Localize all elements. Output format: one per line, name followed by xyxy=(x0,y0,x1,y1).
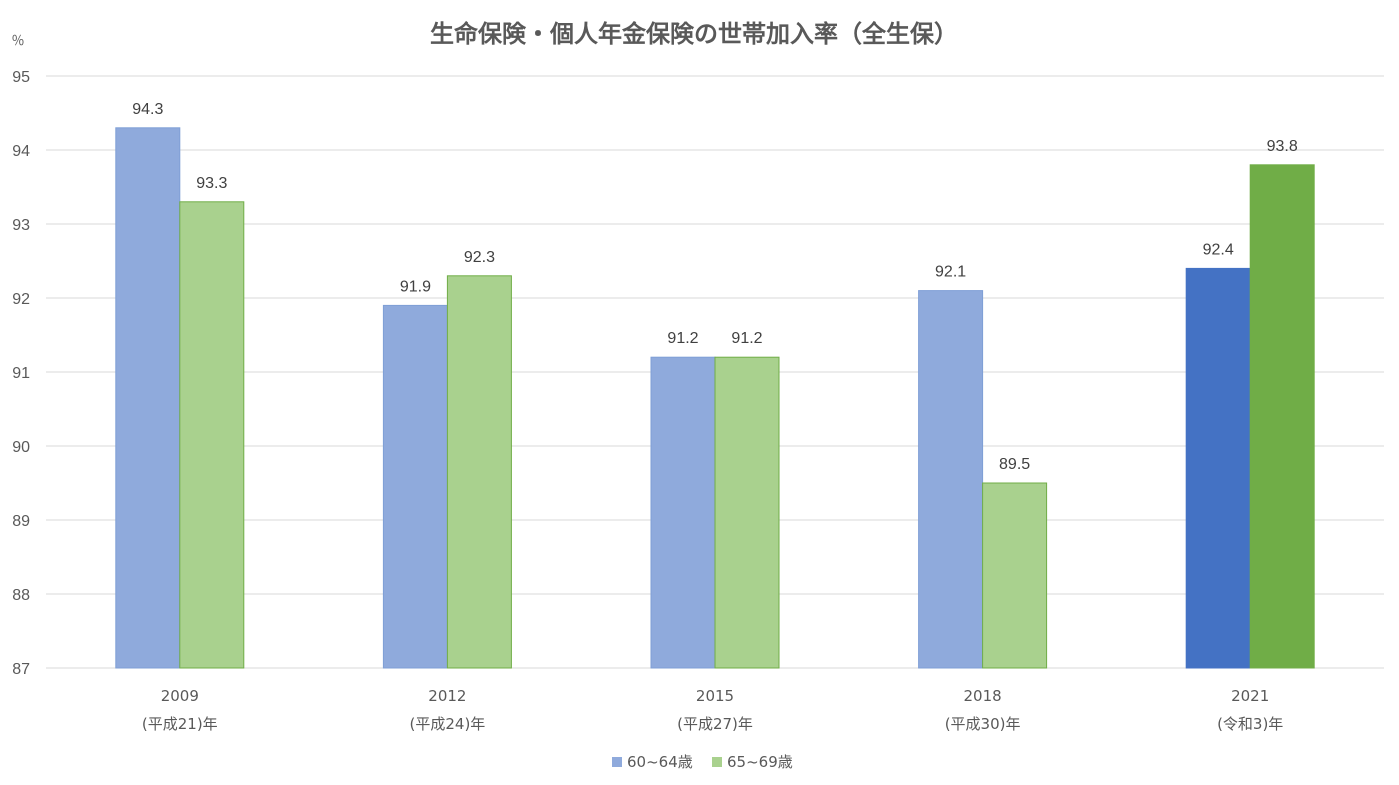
y-tick-label: 87 xyxy=(12,661,30,678)
data-label: 92.3 xyxy=(464,249,495,266)
legend-swatch xyxy=(612,757,622,767)
bar-2018-series-1 xyxy=(918,290,984,669)
x-tick-year: 2012 xyxy=(428,687,466,705)
data-label: 93.3 xyxy=(196,175,227,192)
x-tick-era: (平成24)年 xyxy=(410,715,486,733)
chart-title: 生命保険・個人年金保険の世帯加入率（全生保） xyxy=(430,20,958,48)
bar-2021-series-1 xyxy=(1185,267,1251,669)
bar-2015-series-2 xyxy=(714,356,780,669)
x-tick-era: (平成21)年 xyxy=(142,715,218,733)
x-tick-year: 2018 xyxy=(964,687,1002,705)
x-tick-year: 2009 xyxy=(161,687,199,705)
legend-label: 60~64歳 xyxy=(627,753,693,771)
y-tick-label: 95 xyxy=(12,69,30,86)
x-tick-era: (令和3)年 xyxy=(1217,715,1283,733)
data-label: 92.4 xyxy=(1203,241,1234,258)
x-tick-era: (平成27)年 xyxy=(677,715,753,733)
legend-label: 65~69歳 xyxy=(727,753,793,771)
x-tick-year: 2021 xyxy=(1231,687,1269,705)
bar-2015-series-1 xyxy=(650,356,716,669)
data-label: 91.9 xyxy=(400,278,431,295)
x-tick-era: (平成30)年 xyxy=(945,715,1021,733)
data-label: 89.5 xyxy=(999,456,1030,473)
x-tick-year: 2015 xyxy=(696,687,734,705)
legend: 60~64歳 65~69歳 xyxy=(612,753,793,771)
data-labels: 94.3 93.3 91.9 92.3 91.2 91.2 92.1 89.5 92.4 93.8 xyxy=(132,101,1298,473)
y-axis-ticks: 87 88 89 90 91 92 93 94 95 xyxy=(12,69,30,678)
x-axis-ticks: 2009 (平成21)年 2012 (平成24)年 2015 (平成27)年 2018 (平成… xyxy=(142,687,1283,733)
y-tick-label: 94 xyxy=(12,143,30,160)
data-label: 93.8 xyxy=(1267,138,1298,155)
data-label: 94.3 xyxy=(132,101,163,118)
legend-swatch xyxy=(712,757,722,767)
bars xyxy=(115,127,1315,669)
y-tick-label: 89 xyxy=(12,513,30,530)
bar-2009-series-2 xyxy=(179,201,245,669)
bar-2009-series-1 xyxy=(115,127,181,669)
y-tick-label: 92 xyxy=(12,291,30,308)
data-label: 91.2 xyxy=(667,330,698,347)
bar-2012-series-2 xyxy=(446,275,512,669)
bar-2018-series-2 xyxy=(982,482,1048,669)
y-tick-label: 91 xyxy=(12,365,30,382)
bar-2012-series-1 xyxy=(382,304,448,669)
data-label: 92.1 xyxy=(935,264,966,281)
y-axis-unit: ％ xyxy=(11,34,24,49)
y-tick-label: 90 xyxy=(12,439,30,456)
y-tick-label: 88 xyxy=(12,587,30,604)
data-label: 91.2 xyxy=(731,330,762,347)
y-tick-label: 93 xyxy=(12,217,30,234)
bar-2021-series-2 xyxy=(1249,164,1315,669)
